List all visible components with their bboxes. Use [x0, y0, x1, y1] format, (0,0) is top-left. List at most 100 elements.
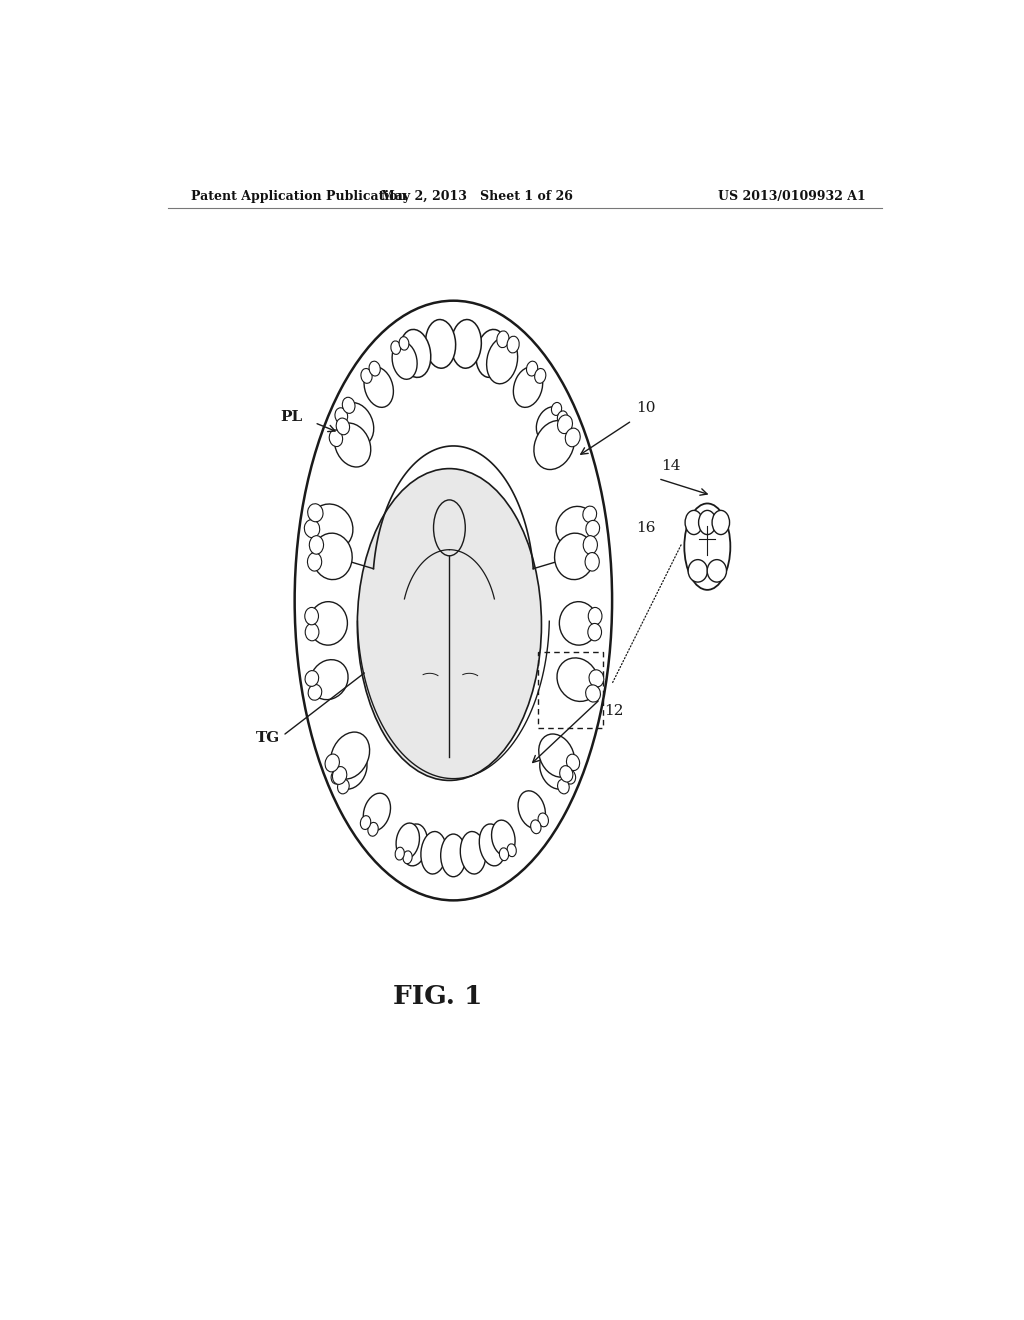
- Ellipse shape: [557, 779, 569, 793]
- Ellipse shape: [588, 623, 601, 640]
- Ellipse shape: [333, 767, 347, 784]
- Ellipse shape: [556, 507, 595, 548]
- Ellipse shape: [560, 766, 572, 781]
- Ellipse shape: [698, 511, 716, 535]
- Ellipse shape: [392, 342, 417, 379]
- Ellipse shape: [335, 422, 371, 467]
- Ellipse shape: [310, 660, 348, 700]
- Ellipse shape: [305, 607, 318, 624]
- Ellipse shape: [557, 657, 598, 701]
- Text: US 2013/0109932 A1: US 2013/0109932 A1: [718, 190, 866, 203]
- Ellipse shape: [330, 430, 343, 446]
- Ellipse shape: [305, 623, 318, 640]
- Ellipse shape: [309, 602, 347, 645]
- Ellipse shape: [507, 843, 516, 857]
- Ellipse shape: [476, 330, 507, 378]
- Ellipse shape: [391, 341, 400, 354]
- Ellipse shape: [310, 504, 353, 549]
- Ellipse shape: [399, 330, 431, 378]
- Ellipse shape: [564, 770, 575, 784]
- Ellipse shape: [565, 428, 581, 446]
- Ellipse shape: [530, 820, 541, 834]
- Ellipse shape: [396, 824, 420, 859]
- Ellipse shape: [335, 408, 347, 424]
- Ellipse shape: [399, 337, 409, 350]
- Ellipse shape: [534, 421, 574, 470]
- Text: 10: 10: [636, 400, 655, 414]
- Ellipse shape: [586, 685, 600, 702]
- Ellipse shape: [308, 685, 322, 700]
- Ellipse shape: [566, 754, 580, 771]
- Ellipse shape: [518, 791, 546, 829]
- Ellipse shape: [500, 847, 509, 861]
- Ellipse shape: [583, 506, 597, 523]
- Ellipse shape: [588, 607, 602, 624]
- Text: 14: 14: [662, 459, 681, 474]
- Ellipse shape: [712, 511, 729, 535]
- Ellipse shape: [401, 824, 427, 866]
- Ellipse shape: [338, 779, 349, 793]
- Text: PL: PL: [281, 409, 303, 424]
- Ellipse shape: [336, 750, 367, 789]
- Ellipse shape: [589, 669, 604, 686]
- Ellipse shape: [584, 536, 597, 554]
- Ellipse shape: [368, 822, 378, 836]
- Ellipse shape: [325, 754, 339, 772]
- Ellipse shape: [497, 331, 509, 347]
- Ellipse shape: [479, 824, 506, 866]
- Ellipse shape: [557, 414, 572, 433]
- Ellipse shape: [555, 533, 595, 579]
- Ellipse shape: [539, 734, 574, 777]
- Text: May 2, 2013   Sheet 1 of 26: May 2, 2013 Sheet 1 of 26: [381, 190, 573, 203]
- Ellipse shape: [708, 560, 726, 582]
- Ellipse shape: [684, 503, 730, 590]
- Ellipse shape: [421, 832, 446, 874]
- Ellipse shape: [492, 820, 515, 855]
- Ellipse shape: [403, 851, 412, 863]
- Ellipse shape: [369, 362, 380, 376]
- Ellipse shape: [336, 418, 349, 434]
- Ellipse shape: [452, 319, 481, 368]
- Ellipse shape: [557, 411, 567, 424]
- Text: Patent Application Publication: Patent Application Publication: [191, 190, 407, 203]
- Ellipse shape: [425, 319, 456, 368]
- Ellipse shape: [365, 367, 393, 408]
- Ellipse shape: [538, 813, 549, 826]
- Ellipse shape: [312, 533, 352, 579]
- Ellipse shape: [507, 337, 519, 352]
- Ellipse shape: [685, 511, 702, 535]
- Ellipse shape: [305, 671, 318, 686]
- Ellipse shape: [526, 362, 538, 376]
- Ellipse shape: [537, 407, 564, 441]
- Ellipse shape: [304, 520, 319, 537]
- Ellipse shape: [357, 469, 542, 780]
- Ellipse shape: [360, 816, 371, 829]
- Ellipse shape: [307, 504, 323, 521]
- Ellipse shape: [551, 403, 561, 416]
- Ellipse shape: [364, 793, 390, 830]
- Ellipse shape: [307, 553, 322, 572]
- Text: FIG. 1: FIG. 1: [393, 985, 482, 1010]
- Ellipse shape: [440, 834, 466, 876]
- Ellipse shape: [395, 847, 404, 861]
- Ellipse shape: [342, 397, 355, 413]
- Ellipse shape: [433, 500, 465, 556]
- Ellipse shape: [535, 368, 546, 383]
- Ellipse shape: [331, 770, 343, 784]
- Ellipse shape: [586, 520, 600, 537]
- Ellipse shape: [486, 338, 518, 384]
- Ellipse shape: [460, 832, 485, 874]
- Ellipse shape: [340, 403, 374, 445]
- Ellipse shape: [688, 560, 708, 582]
- Bar: [539, 652, 603, 729]
- Text: TG: TG: [256, 731, 281, 744]
- Ellipse shape: [540, 750, 571, 789]
- Ellipse shape: [309, 536, 324, 554]
- Ellipse shape: [513, 367, 543, 408]
- Ellipse shape: [559, 602, 598, 645]
- Ellipse shape: [295, 301, 612, 900]
- Ellipse shape: [331, 733, 370, 779]
- Text: 12: 12: [604, 704, 624, 718]
- Ellipse shape: [360, 368, 372, 383]
- Ellipse shape: [585, 553, 599, 572]
